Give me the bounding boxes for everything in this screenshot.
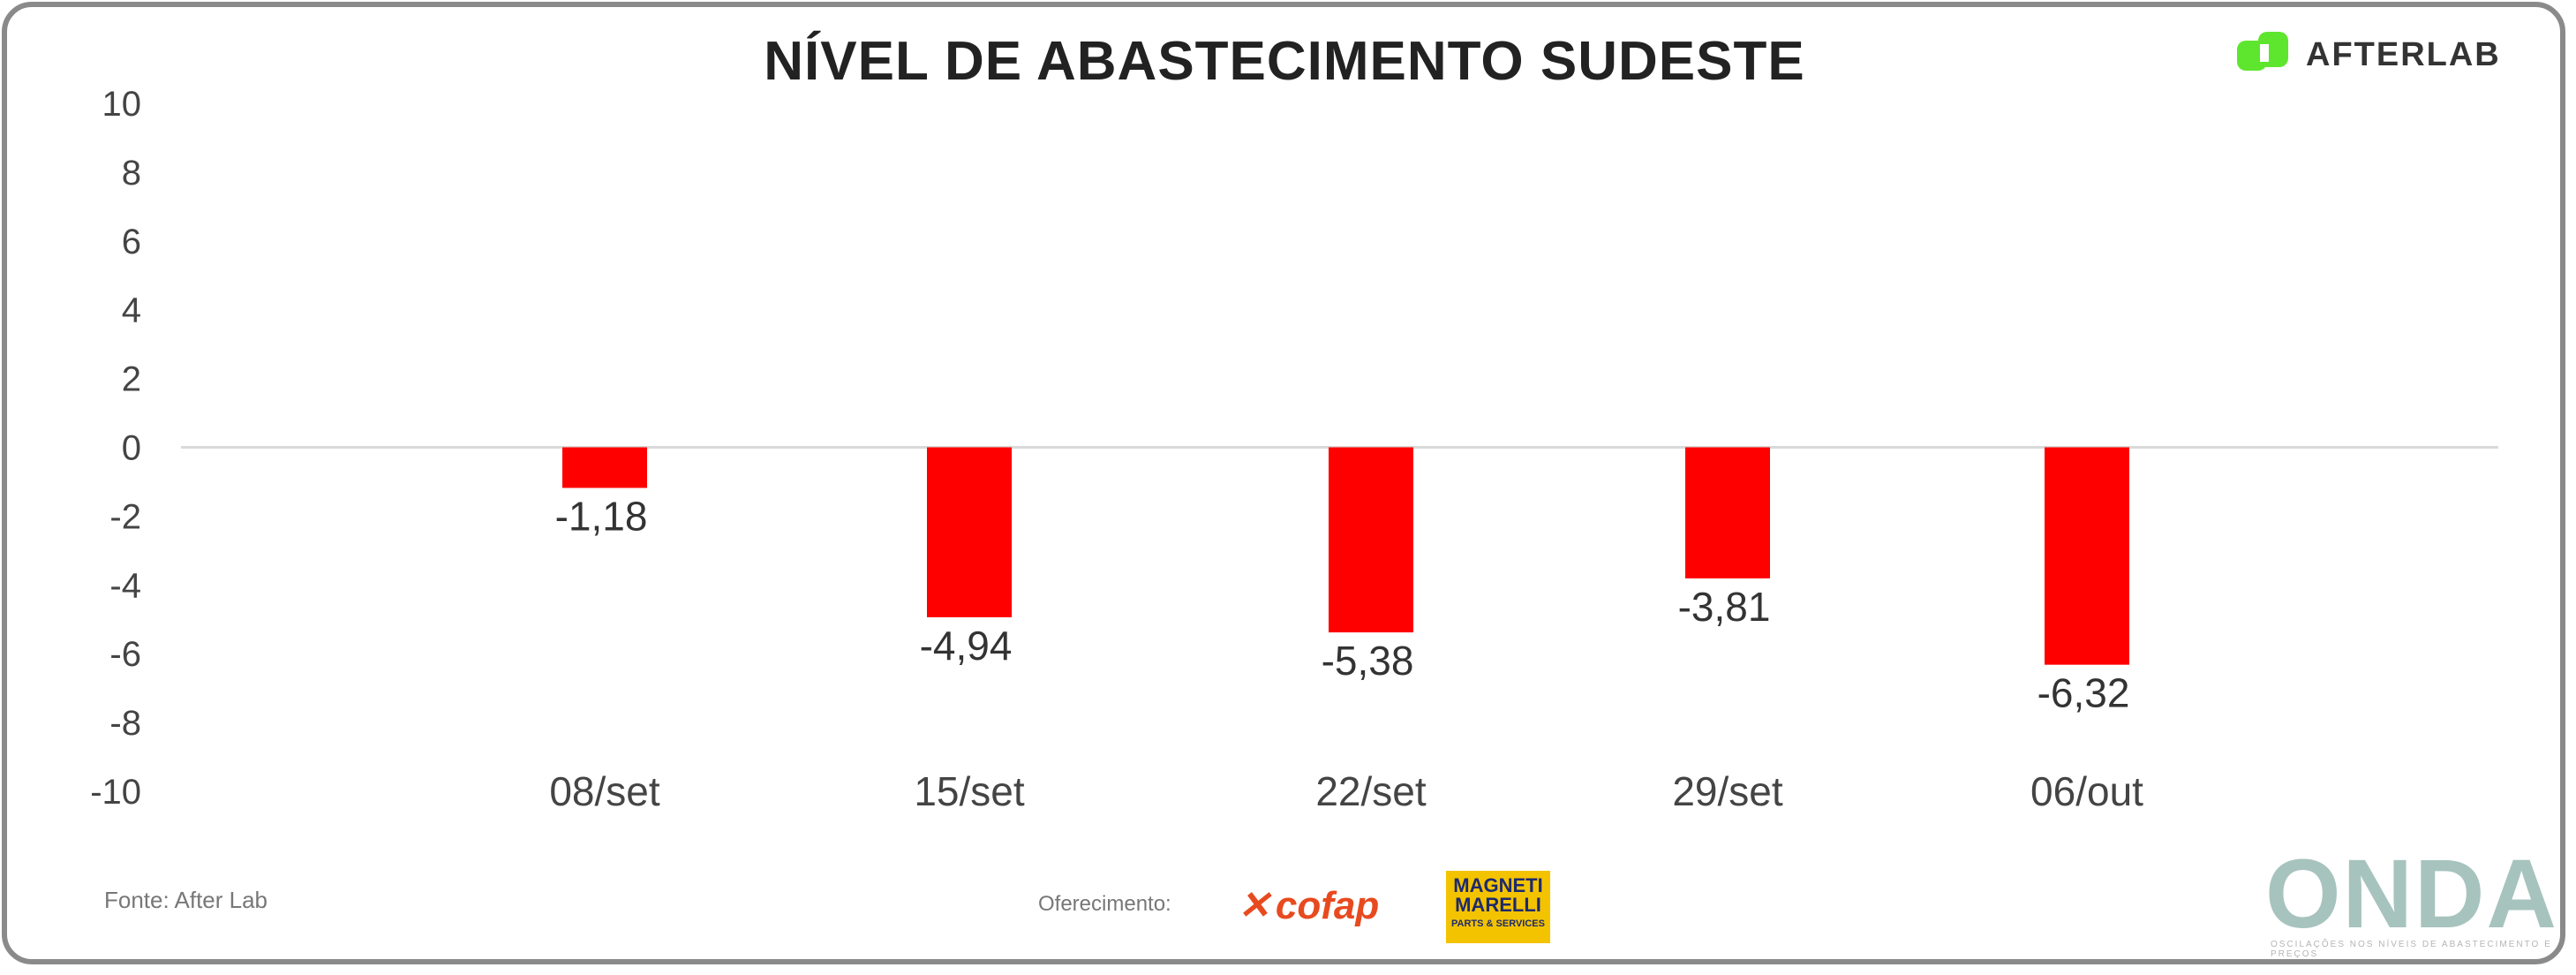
afterlab-wordmark: AFTERLAB <box>2306 35 2501 73</box>
y-tick-label: -2 <box>109 497 141 536</box>
bar <box>1329 447 1413 633</box>
y-tick-label: -6 <box>109 635 141 674</box>
y-tick-label: -10 <box>90 773 141 812</box>
bar <box>1685 447 1770 578</box>
bar-value-label: -4,94 <box>920 623 1013 669</box>
y-tick-label: -8 <box>109 704 141 743</box>
chart-title: NÍVEL DE ABASTECIMENTO SUDESTE <box>764 31 1805 92</box>
bars: -1,18 -4,94 -5,38 -3,81 -6,32 <box>555 447 2130 716</box>
cofap-logo: ✕ cofap <box>1238 883 1379 928</box>
onda-logo: ONDA <box>2265 840 2558 949</box>
x-category-label: 06/out <box>2030 768 2143 814</box>
y-tick-label: 8 <box>122 154 141 193</box>
bar <box>927 447 1012 617</box>
bar-value-label: -6,32 <box>2037 670 2130 716</box>
magneti-marelli-logo: MAGNETI MARELLI PARTS & SERVICES <box>1446 871 1550 943</box>
magneti-marelli-wordmark: MAGNETI MARELLI <box>1453 874 1543 916</box>
cofap-x-icon: ✕ <box>1238 884 1270 927</box>
y-axis: 10 8 6 4 2 0 -2 -4 -6 -8 -10 <box>90 85 141 812</box>
afterlab-logo: AFTERLAB <box>2237 32 2501 78</box>
y-tick-label: 6 <box>122 223 141 261</box>
sponsor-label: Oferecimento: <box>1038 892 1171 916</box>
x-category-label: 22/set <box>1315 768 1427 814</box>
y-tick-label: 0 <box>122 429 141 468</box>
onda-tagline: OSCILAÇÕES NOS NÍVEIS DE ABASTECIMENTO E… <box>2271 940 2552 959</box>
bar <box>562 447 647 488</box>
bar-value-label: -5,38 <box>1322 638 1414 684</box>
y-tick-label: 2 <box>122 360 141 399</box>
cofap-wordmark: cofap <box>1275 883 1380 927</box>
bar-value-label: -3,81 <box>1678 584 1771 630</box>
x-category-label: 29/set <box>1672 768 1783 814</box>
y-tick-label: 10 <box>102 85 142 124</box>
bar <box>2045 447 2129 665</box>
y-tick-label: -4 <box>109 566 141 605</box>
x-axis: 08/set 15/set 22/set 29/set 06/out <box>549 768 2143 814</box>
bar-value-label: -1,18 <box>555 493 648 539</box>
afterlab-mark-icon <box>2237 32 2294 78</box>
magneti-marelli-tagline: PARTS & SERVICES <box>1451 918 1545 929</box>
x-category-label: 08/set <box>549 768 660 814</box>
source-note: Fonte: After Lab <box>104 887 268 913</box>
x-category-label: 15/set <box>914 768 1025 814</box>
y-tick-label: 4 <box>122 291 141 330</box>
